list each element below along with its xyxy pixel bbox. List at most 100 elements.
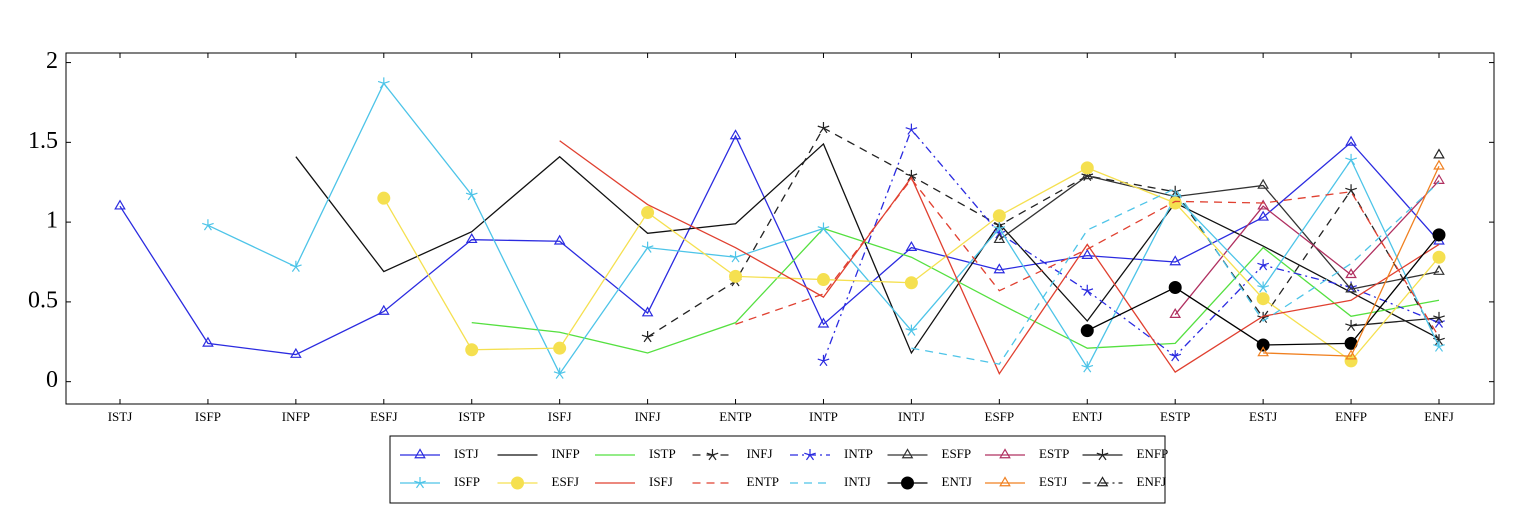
y-tick-label: 0 — [46, 367, 58, 393]
marker — [1168, 281, 1182, 295]
marker — [465, 232, 478, 244]
marker — [1257, 281, 1270, 293]
marker — [1432, 228, 1446, 242]
x-tick-label: ENTP — [719, 409, 752, 424]
marker — [817, 121, 830, 134]
marker — [993, 232, 1006, 244]
marker — [553, 341, 567, 355]
marker — [1433, 264, 1445, 275]
x-tick-label: ENFJ — [1424, 409, 1454, 424]
x-tick-label: INTP — [809, 409, 838, 424]
marker — [553, 367, 566, 379]
y-tick-label: 1.5 — [28, 128, 58, 154]
marker — [414, 448, 426, 459]
y-tick-label: 1 — [46, 208, 58, 234]
marker — [1169, 350, 1182, 362]
marker — [804, 449, 816, 461]
legend-label: ENTP — [747, 474, 780, 489]
marker — [1081, 169, 1094, 180]
marker — [377, 191, 391, 205]
marker — [1433, 311, 1445, 324]
marker — [1169, 255, 1182, 266]
x-tick-label: ESFP — [985, 409, 1015, 424]
marker — [1345, 268, 1357, 279]
marker — [1345, 282, 1357, 293]
marker — [905, 240, 918, 251]
marker — [1168, 196, 1182, 210]
marker — [641, 206, 655, 220]
x-tick-label: INTJ — [898, 409, 925, 424]
marker — [993, 263, 1006, 274]
marker — [1433, 159, 1445, 170]
legend-label: ENFJ — [1137, 474, 1167, 489]
marker — [1433, 173, 1445, 184]
legend-label: INFJ — [747, 446, 773, 461]
marker — [1345, 349, 1357, 360]
series-line — [822, 128, 1440, 362]
marker — [202, 219, 214, 231]
marker — [511, 476, 524, 490]
x-tick-label: ISTP — [458, 409, 485, 424]
marker — [1257, 210, 1269, 221]
marker — [289, 260, 302, 272]
marker — [901, 476, 914, 490]
series-line — [559, 140, 1440, 376]
x-tick-label: ISFJ — [548, 409, 572, 424]
x-tick-label: ESTP — [1160, 409, 1190, 424]
marker — [1096, 476, 1109, 487]
marker — [729, 269, 743, 283]
marker — [1432, 250, 1446, 264]
marker — [1345, 184, 1357, 196]
marker — [1345, 153, 1357, 166]
legend-box — [389, 435, 1166, 504]
marker — [901, 448, 914, 459]
marker — [414, 477, 426, 489]
x-tick-label: INFJ — [635, 409, 661, 424]
marker — [1081, 361, 1094, 373]
marker — [729, 251, 742, 263]
legend-label: ESFJ — [552, 474, 579, 489]
legend-label: INTP — [844, 446, 873, 461]
x-tick-label: ENTJ — [1072, 409, 1102, 424]
series-line — [1174, 180, 1440, 316]
marker — [729, 129, 742, 140]
marker — [553, 234, 566, 245]
legend-label: ENFP — [1137, 446, 1169, 461]
marker — [1080, 324, 1094, 338]
legend-label: INFP — [552, 446, 580, 461]
marker — [817, 222, 830, 234]
series-line — [1263, 166, 1440, 357]
marker — [1345, 319, 1357, 332]
marker — [706, 449, 719, 461]
marker — [641, 241, 654, 253]
legend-label: ESTJ — [1039, 474, 1067, 489]
marker — [817, 317, 830, 328]
y-tick-label: 0.5 — [28, 287, 58, 313]
marker — [202, 336, 214, 347]
x-tick-label: ESTJ — [1249, 409, 1277, 424]
legend-label: INTJ — [844, 474, 871, 489]
series-line — [998, 175, 1440, 290]
marker — [114, 199, 126, 210]
legend-label: ISTP — [649, 446, 676, 461]
series-line — [119, 134, 1440, 356]
marker — [1256, 292, 1270, 306]
marker — [641, 306, 654, 317]
marker — [1345, 135, 1357, 146]
marker — [1433, 334, 1445, 346]
marker — [817, 354, 830, 367]
marker — [905, 324, 918, 336]
marker — [465, 343, 479, 357]
marker — [905, 169, 918, 182]
marker — [905, 123, 918, 135]
marker — [1096, 449, 1109, 461]
marker — [290, 347, 302, 358]
marker — [641, 330, 654, 343]
y-tick-label: 2 — [46, 48, 58, 74]
legend-label: ESFP — [942, 446, 972, 461]
series-line — [383, 167, 1440, 362]
legend-label: ENTJ — [942, 474, 972, 489]
x-tick-label: ISFP — [195, 409, 221, 424]
